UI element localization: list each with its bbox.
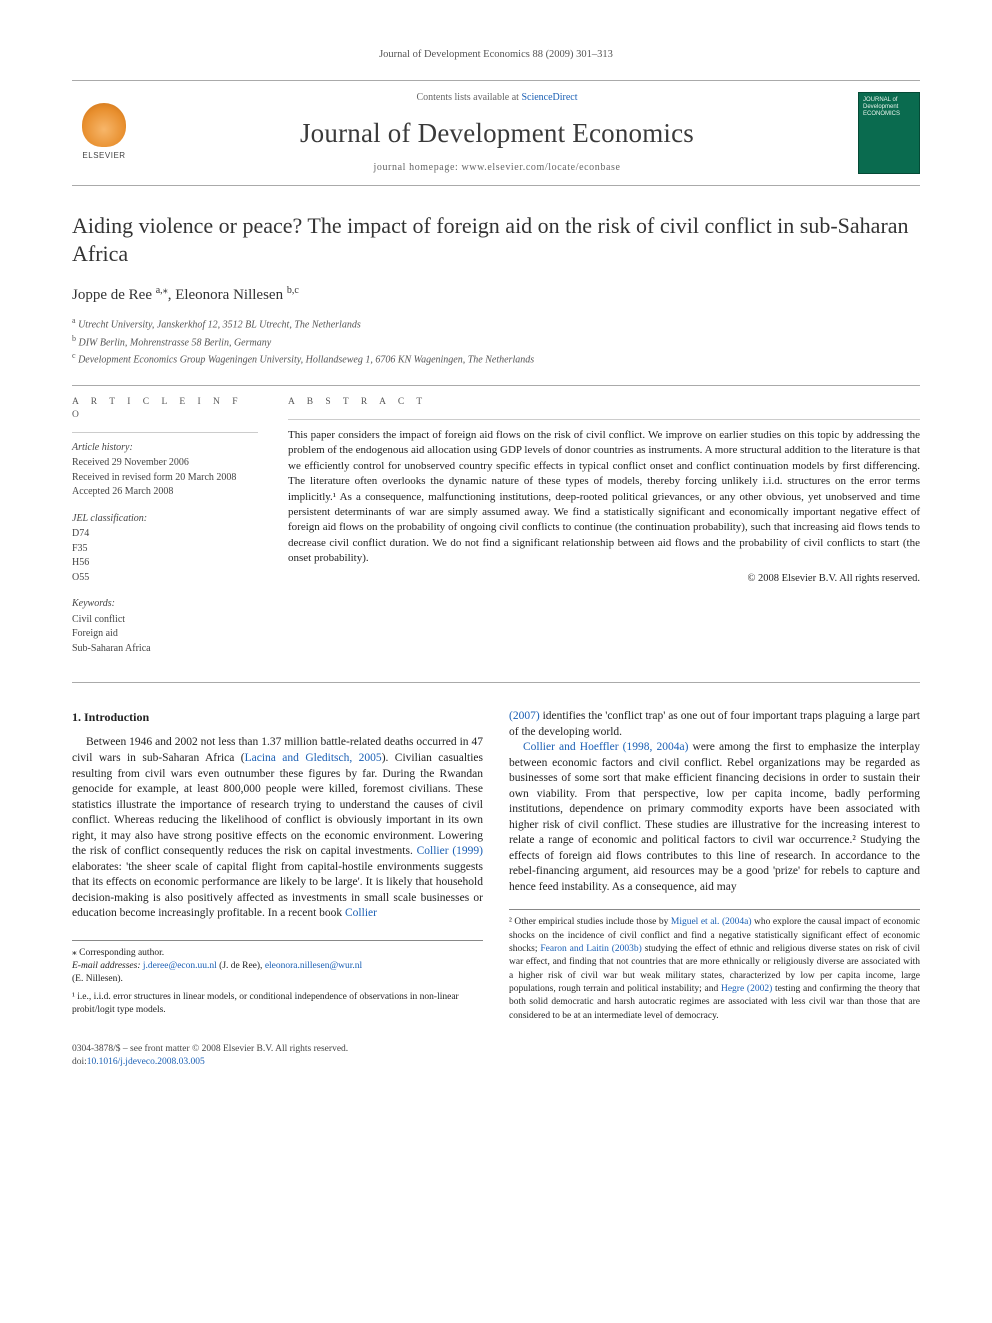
keywords-title: Keywords: (72, 597, 258, 611)
jel-1: F35 (72, 542, 258, 557)
affiliation-a: a Utrecht University, Janskerkhof 12, 35… (72, 315, 920, 332)
affiliation-c-text: Development Economics Group Wageningen U… (78, 354, 534, 365)
p2-rest: were among the first to emphasize the in… (509, 741, 920, 893)
page-footer: 0304-3878/$ – see front matter © 2008 El… (72, 1043, 920, 1070)
running-head: Journal of Development Economics 88 (200… (72, 48, 920, 62)
body-two-columns: 1. Introduction Between 1946 and 2002 no… (72, 709, 920, 1023)
front-matter-line: 0304-3878/$ – see front matter © 2008 El… (72, 1043, 920, 1056)
abstract-column: A B S T R A C T This paper considers the… (272, 386, 920, 682)
affiliation-a-text: Utrecht University, Janskerkhof 12, 3512… (78, 320, 361, 331)
intro-para-2: Collier and Hoeffler (1998, 2004a) were … (509, 740, 920, 895)
p1-mid2: elaborates: 'the sheer scale of capital … (72, 861, 483, 920)
cover-line-1: JOURNAL of (863, 97, 915, 104)
article-history-title: Article history: (72, 441, 258, 455)
kw-2: Sub-Saharan Africa (72, 642, 258, 657)
cite-collier-1999[interactable]: Collier (1999) (417, 845, 483, 857)
jel-title: JEL classification: (72, 512, 258, 526)
column-1-footer: ⁎ Corresponding author. E-mail addresses… (72, 940, 483, 1017)
footnote-2: ² Other empirical studies include those … (509, 909, 920, 1022)
affiliation-b-text: DIW Berlin, Mohrenstrasse 58 Berlin, Ger… (79, 337, 272, 348)
keywords-block: Keywords: Civil conflict Foreign aid Sub… (72, 597, 258, 656)
cite-fearon-laitin-2003b[interactable]: Fearon and Laitin (2003b) (540, 944, 641, 954)
intro-para-1b: (2007) identifies the 'conflict trap' as… (509, 709, 920, 740)
article-title: Aiding violence or peace? The impact of … (72, 212, 920, 268)
kw-1: Foreign aid (72, 627, 258, 642)
elsevier-logo: ELSEVIER (72, 97, 136, 169)
affiliation-c: c Development Economics Group Wageningen… (72, 350, 920, 367)
p1b-rest: identifies the 'conflict trap' as one ou… (509, 710, 920, 738)
intro-para-1: Between 1946 and 2002 not less than 1.37… (72, 735, 483, 921)
email1-who: (J. de Ree), (217, 961, 265, 971)
authors: Joppe de Ree a,⁎, Eleonora Nillesen b,c (72, 284, 920, 305)
journal-cover-thumbnail: JOURNAL of Development ECONOMICS (858, 92, 920, 174)
elsevier-tree-icon (82, 103, 126, 147)
kw-0: Civil conflict (72, 613, 258, 628)
doi-label: doi: (72, 1057, 87, 1067)
corresponding-author-line: ⁎ Corresponding author. (72, 947, 483, 960)
history-line-1: Received in revised form 20 March 2008 (72, 471, 258, 486)
jel-0: D74 (72, 527, 258, 542)
email-deree[interactable]: j.deree@econ.uu.nl (143, 961, 217, 971)
homepage-url: www.elsevier.com/locate/econbase (461, 162, 620, 173)
email2-who: (E. Nillesen). (72, 973, 483, 986)
contents-prefix: Contents lists available at (416, 92, 521, 103)
abstract-heading: A B S T R A C T (288, 396, 920, 409)
cite-hegre-2002[interactable]: Hegre (2002) (721, 984, 772, 994)
journal-homepage-line: journal homepage: www.elsevier.com/locat… (152, 161, 842, 175)
section-1-title: 1. Introduction (72, 709, 483, 725)
masthead-center: Contents lists available at ScienceDirec… (152, 91, 842, 174)
email-line: E-mail addresses: j.deree@econ.uu.nl (J.… (72, 960, 483, 973)
article-info-column: A R T I C L E I N F O Article history: R… (72, 386, 272, 682)
jel-block: JEL classification: D74 F35 H56 O55 (72, 512, 258, 586)
p1-mid1: ). Civilian casualties resulting from ci… (72, 752, 483, 857)
cite-collier-hoeffler-1998-2004a[interactable]: Collier and Hoeffler (1998, 2004a) (523, 741, 688, 753)
masthead: ELSEVIER Contents lists available at Sci… (72, 80, 920, 185)
fn2-pre: ² Other empirical studies include those … (509, 917, 671, 927)
footnote-1: ¹ i.e., i.i.d. error structures in linea… (72, 991, 483, 1018)
history-line-2: Accepted 26 March 2008 (72, 485, 258, 500)
cover-line-3: ECONOMICS (863, 111, 915, 118)
cite-collier-2007-part1[interactable]: Collier (345, 907, 377, 919)
history-line-0: Received 29 November 2006 (72, 456, 258, 471)
journal-name: Journal of Development Economics (152, 115, 842, 151)
jel-2: H56 (72, 556, 258, 571)
affiliation-b: b DIW Berlin, Mohrenstrasse 58 Berlin, G… (72, 333, 920, 350)
sciencedirect-link[interactable]: ScienceDirect (521, 92, 577, 103)
homepage-prefix: journal homepage: (373, 162, 461, 173)
cite-collier-2007-part2[interactable]: (2007) (509, 710, 540, 722)
contents-available-line: Contents lists available at ScienceDirec… (152, 91, 842, 105)
cite-miguel-2004a[interactable]: Miguel et al. (2004a) (671, 917, 752, 927)
cover-line-2: Development (863, 104, 915, 111)
jel-3: O55 (72, 571, 258, 586)
info-abstract-row: A R T I C L E I N F O Article history: R… (72, 385, 920, 683)
elsevier-wordmark: ELSEVIER (82, 151, 125, 162)
doi-link[interactable]: 10.1016/j.jdeveco.2008.03.005 (87, 1057, 205, 1067)
abstract-copyright: © 2008 Elsevier B.V. All rights reserved… (288, 572, 920, 586)
article-info-heading: A R T I C L E I N F O (72, 396, 258, 422)
affiliations: a Utrecht University, Janskerkhof 12, 35… (72, 315, 920, 367)
email-nillesen[interactable]: eleonora.nillesen@wur.nl (265, 961, 362, 971)
email-label: E-mail addresses: (72, 961, 143, 971)
cite-lacina-gleditsch-2005[interactable]: Lacina and Gleditsch, 2005 (245, 752, 382, 764)
doi-line: doi:10.1016/j.jdeveco.2008.03.005 (72, 1056, 920, 1069)
article-history-block: Article history: Received 29 November 20… (72, 441, 258, 500)
abstract-text: This paper considers the impact of forei… (288, 428, 920, 567)
